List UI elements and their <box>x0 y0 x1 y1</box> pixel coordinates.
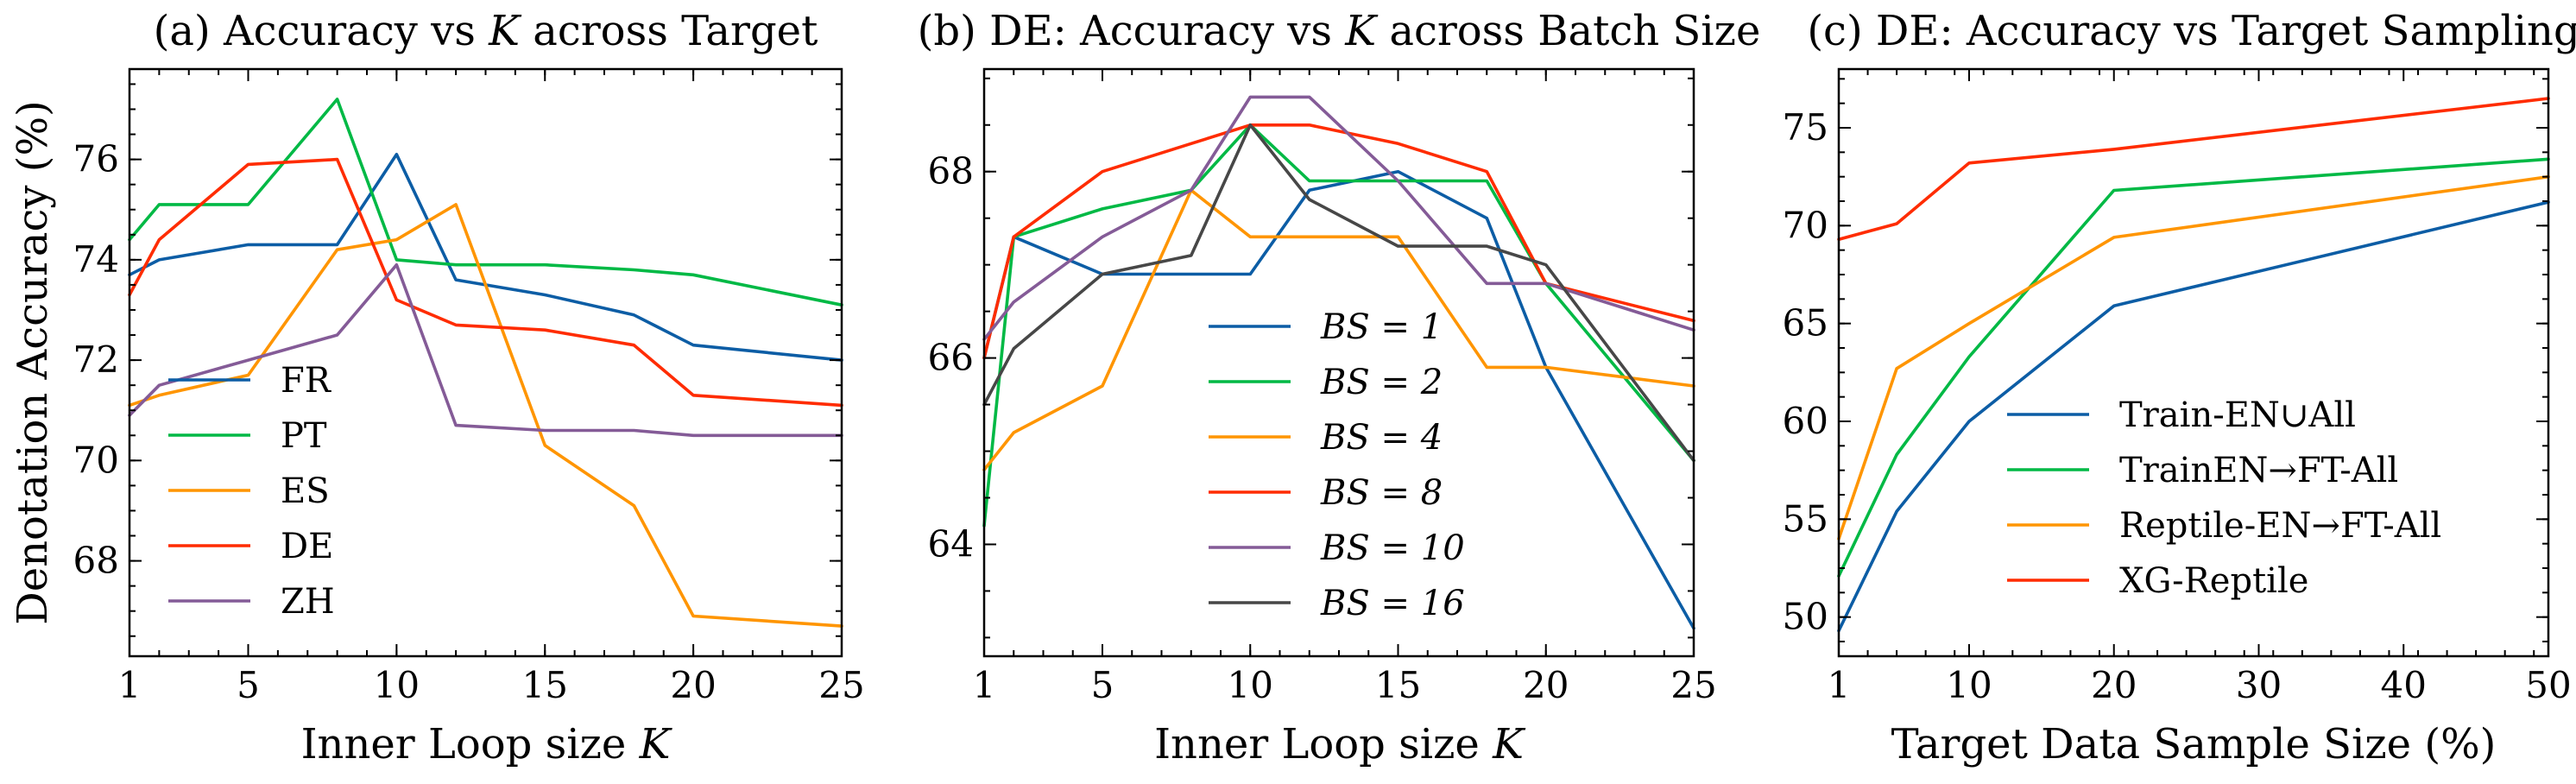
x-tick-label: 50 <box>2525 664 2571 706</box>
panel-c-series-line-3 <box>1837 97 2550 242</box>
y-tick-label: 72 <box>73 338 119 381</box>
x-tick-label: 5 <box>237 664 260 706</box>
panel-c-x-axis-label: Target Data Sample Size (%) <box>1891 720 2497 768</box>
legend-entry-label: ZH <box>281 582 335 622</box>
panel-b-x-axis-label: Inner Loop size K <box>1154 720 1526 768</box>
panel-c: (c) DE: Accuracy vs Target Sampling 1 10 20… <box>1783 7 2576 768</box>
legend-entry-label: TrainEN→FT-All <box>2119 451 2398 490</box>
y-tick-label: 66 <box>928 337 974 379</box>
x-tick-label: 25 <box>1670 664 1716 706</box>
legend-entry-label: BS = 10 <box>1320 528 1465 568</box>
panel-b-legend: BS = 1 BS = 2 BS = 4 BS = 8 BS = 10 BS = 16 <box>1209 307 1465 623</box>
panel-a-legend: FR PT ES DE ZH <box>168 361 335 622</box>
panel-b-series-line-0 <box>982 169 1695 630</box>
panel-a-series-line-2 <box>128 203 843 628</box>
x-tick-label: 30 <box>2236 664 2282 706</box>
text-part: (b) DE: Accuracy vs <box>918 7 1346 55</box>
y-tick-label: 64 <box>928 522 974 565</box>
panel-a-y-axis-label: Denotation Accuracy (%) <box>9 100 57 625</box>
legend-entry-label: BS = 1 <box>1320 307 1443 347</box>
legend-entry-label: DE <box>281 527 333 566</box>
y-tick-label: 76 <box>73 138 119 180</box>
x-tick-label: 5 <box>1091 664 1114 706</box>
legend-entry-label: ES <box>281 471 330 511</box>
panel-c-series-line-1 <box>1837 157 2550 578</box>
x-tick-label: 20 <box>1523 664 1569 706</box>
panel-b-title: (b) DE: Accuracy vs K across Batch Size <box>918 7 1761 55</box>
x-tick-label: 10 <box>1946 664 1992 706</box>
panel-c-legend: Train-EN∪All TrainEN→FT-All Reptile-EN→FT-… <box>2007 395 2441 601</box>
panel-a-title: (a) Accuracy vs K across Target <box>154 7 818 55</box>
text-part: Inner Loop size <box>1154 720 1493 768</box>
text-part: K <box>488 7 522 55</box>
x-tick-label: 40 <box>2381 664 2427 706</box>
panel-a-series-line-1 <box>128 98 843 307</box>
panel-a-x-axis-label: Inner Loop size K <box>301 720 673 768</box>
panel-b-series-line-4 <box>982 95 1695 341</box>
panel-b-series-line-3 <box>982 123 1695 360</box>
x-tick-label: 1 <box>973 664 996 706</box>
text-part: across Batch Size <box>1376 7 1760 55</box>
text-part: K <box>1492 720 1526 768</box>
panel-b-series-line-2 <box>982 188 1695 471</box>
y-tick-label: 60 <box>1783 400 1828 442</box>
x-tick-label: 10 <box>1228 664 1273 706</box>
y-tick-label: 74 <box>73 238 119 281</box>
x-tick-label: 10 <box>374 664 420 706</box>
y-tick-label: 70 <box>1783 204 1828 246</box>
text-part: Inner Loop size <box>301 720 640 768</box>
panel-a-series-line-0 <box>128 153 843 362</box>
x-tick-label: 1 <box>118 664 142 706</box>
panel-c-series-line-2 <box>1837 174 2550 541</box>
text-part: K <box>639 720 673 768</box>
legend-entry-label: BS = 8 <box>1320 473 1443 513</box>
x-tick-label: 25 <box>818 664 864 706</box>
x-tick-label: 15 <box>522 664 568 706</box>
panel-a-series-line-4 <box>128 262 843 438</box>
panel-b-series-line-5 <box>982 123 1695 463</box>
panel-c-axes-frame <box>1837 67 2550 658</box>
legend-entry-label: Train-EN∪All <box>2119 395 2356 435</box>
panel-a-series-line-3 <box>128 157 843 408</box>
panel-c-series-line-0 <box>1837 200 2550 633</box>
x-tick-label: 20 <box>670 664 716 706</box>
text-part: K <box>1344 7 1379 55</box>
y-tick-label: 55 <box>1783 497 1828 540</box>
legend-entry-label: FR <box>281 361 332 401</box>
panel-c-title: (c) DE: Accuracy vs Target Sampling <box>1807 7 2576 55</box>
y-tick-label: 50 <box>1783 596 1828 638</box>
x-tick-label: 20 <box>2091 664 2137 706</box>
y-tick-label: 68 <box>928 150 974 193</box>
legend-entry-label: PT <box>281 416 327 456</box>
text-part: across Target <box>520 7 818 55</box>
panel-b-series-line-1 <box>982 123 1695 528</box>
legend-entry-label: Reptile-EN→FT-All <box>2119 506 2441 546</box>
legend-entry-label: XG-Reptile <box>2119 561 2308 601</box>
legend-entry-label: BS = 4 <box>1320 418 1443 458</box>
legend-entry-label: BS = 2 <box>1320 363 1443 402</box>
legend-entry-label: BS = 16 <box>1320 584 1465 623</box>
y-tick-label: 65 <box>1783 302 1828 345</box>
x-tick-label: 1 <box>1828 664 1851 706</box>
y-tick-label: 68 <box>73 540 119 582</box>
panel-b: (b) DE: Accuracy vs K across Batch Size 1… <box>918 7 1761 768</box>
x-tick-label: 15 <box>1375 664 1421 706</box>
text-part: (a) Accuracy vs <box>154 7 489 55</box>
y-tick-label: 70 <box>73 439 119 481</box>
y-tick-label: 75 <box>1783 106 1828 149</box>
